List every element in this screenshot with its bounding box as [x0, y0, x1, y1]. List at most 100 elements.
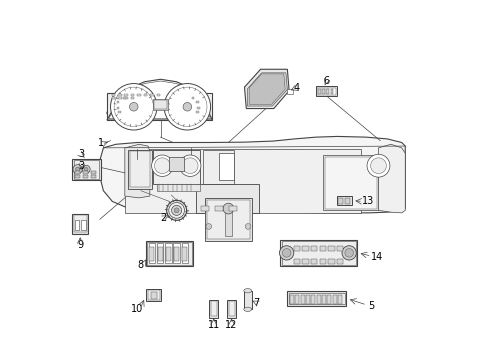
Bar: [197, 107, 200, 109]
Bar: [111, 94, 115, 96]
Bar: [118, 111, 121, 113]
Bar: [215, 206, 223, 211]
Bar: [156, 94, 160, 96]
Bar: [326, 295, 331, 303]
Bar: [82, 171, 88, 174]
Bar: [224, 210, 231, 237]
Bar: [322, 89, 324, 94]
Bar: [150, 94, 153, 96]
Circle shape: [167, 87, 206, 126]
Bar: [327, 259, 334, 264]
Bar: [174, 247, 179, 261]
Bar: [150, 292, 157, 298]
Circle shape: [75, 167, 80, 171]
Bar: [148, 243, 155, 263]
Text: 2: 2: [160, 212, 166, 222]
Bar: [281, 241, 355, 265]
Bar: [228, 301, 234, 316]
Circle shape: [344, 249, 353, 257]
Bar: [330, 89, 333, 94]
Text: 3: 3: [78, 149, 84, 159]
Bar: [302, 246, 308, 251]
Bar: [295, 295, 299, 303]
Bar: [173, 243, 180, 263]
Bar: [116, 102, 119, 103]
Circle shape: [223, 203, 233, 214]
Bar: [124, 97, 128, 99]
Bar: [116, 107, 119, 109]
Bar: [305, 295, 309, 303]
Circle shape: [166, 201, 186, 220]
Bar: [196, 102, 199, 103]
Bar: [118, 94, 122, 96]
Bar: [327, 246, 334, 251]
Bar: [337, 198, 343, 203]
Circle shape: [110, 84, 157, 130]
Text: 13: 13: [361, 197, 373, 206]
Bar: [293, 259, 300, 264]
Bar: [131, 97, 134, 99]
Polygon shape: [124, 144, 149, 198]
Bar: [325, 89, 328, 94]
Text: 10: 10: [131, 304, 143, 314]
Bar: [90, 171, 96, 174]
Bar: [146, 289, 161, 301]
Circle shape: [244, 224, 250, 229]
Bar: [300, 295, 304, 303]
Bar: [182, 247, 187, 261]
Circle shape: [114, 87, 153, 126]
Bar: [165, 243, 171, 263]
Bar: [157, 184, 200, 191]
Bar: [81, 220, 85, 230]
Text: 7: 7: [253, 298, 259, 308]
Bar: [322, 295, 325, 303]
Bar: [289, 295, 293, 303]
Bar: [82, 175, 88, 178]
Bar: [203, 150, 233, 184]
Bar: [118, 97, 122, 99]
Polygon shape: [247, 73, 287, 106]
Circle shape: [73, 165, 82, 174]
Bar: [336, 259, 343, 264]
Circle shape: [205, 224, 211, 229]
Circle shape: [370, 158, 386, 174]
Text: 14: 14: [370, 252, 382, 262]
Bar: [219, 153, 233, 180]
Bar: [124, 94, 128, 96]
Polygon shape: [244, 69, 288, 109]
Circle shape: [84, 167, 88, 171]
Bar: [169, 157, 183, 171]
Bar: [229, 206, 237, 211]
Polygon shape: [378, 144, 405, 213]
Polygon shape: [100, 136, 405, 213]
Circle shape: [171, 205, 181, 215]
Bar: [146, 241, 192, 266]
Text: 12: 12: [225, 320, 237, 330]
Text: 1: 1: [98, 138, 104, 148]
Bar: [72, 158, 101, 180]
Text: 8: 8: [138, 260, 143, 270]
Circle shape: [129, 103, 138, 111]
Bar: [210, 301, 217, 316]
Bar: [153, 150, 200, 184]
Polygon shape: [107, 79, 212, 120]
Bar: [196, 111, 199, 113]
Bar: [123, 98, 125, 99]
Bar: [165, 247, 171, 261]
Bar: [310, 246, 317, 251]
Bar: [332, 295, 336, 303]
Bar: [319, 246, 325, 251]
Bar: [287, 292, 346, 306]
Bar: [157, 243, 163, 263]
Bar: [206, 200, 249, 239]
Circle shape: [164, 84, 210, 130]
Bar: [137, 94, 141, 96]
Polygon shape: [248, 74, 285, 104]
Bar: [302, 259, 308, 264]
Bar: [336, 196, 351, 205]
Polygon shape: [108, 81, 210, 118]
Bar: [196, 184, 258, 213]
Bar: [316, 295, 320, 303]
Bar: [128, 150, 151, 189]
Circle shape: [179, 155, 201, 176]
